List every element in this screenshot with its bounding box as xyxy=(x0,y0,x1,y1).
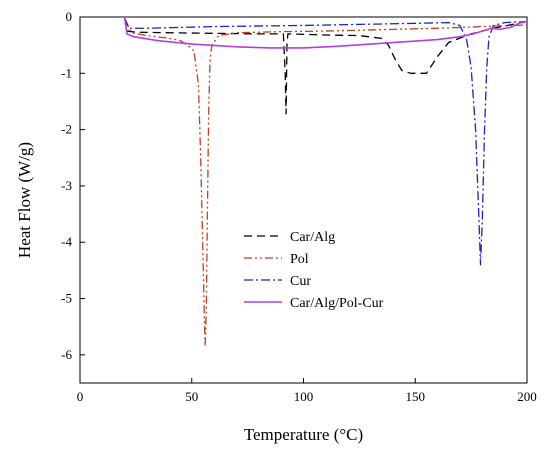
plot-area-border xyxy=(79,16,528,384)
series-line-1 xyxy=(124,18,528,115)
y-tick-label: -5 xyxy=(61,291,72,306)
legend-label: Cur xyxy=(290,274,311,289)
series-line-2 xyxy=(124,19,528,348)
y-tick-label: 0 xyxy=(66,9,73,24)
x-tick-label: 150 xyxy=(406,389,426,404)
series-lines xyxy=(123,17,528,348)
plot-frame xyxy=(79,16,528,384)
x-axis: 0 50 100 150 200 xyxy=(77,378,537,404)
x-tick-label: 50 xyxy=(185,389,198,404)
x-tick-label: 100 xyxy=(294,389,314,404)
legend-label: Car/Alg xyxy=(290,230,335,245)
y-tick-label: -3 xyxy=(61,178,72,193)
x-tick-label: 0 xyxy=(77,389,84,404)
y-tick-label: -1 xyxy=(61,65,72,80)
x-tick-label: 200 xyxy=(517,389,537,404)
legend-label: Pol xyxy=(290,252,309,267)
y-tick-label: -2 xyxy=(61,122,72,137)
legend-label: Car/Alg/Pol-Cur xyxy=(290,296,384,311)
series-line-4 xyxy=(123,18,528,49)
y-tick-label: -4 xyxy=(61,234,72,249)
y-axis: 0 -1 -2 -3 -4 -5 -6 xyxy=(61,9,85,362)
y-tick-label: -6 xyxy=(61,347,72,362)
legend: Car/Alg Pol Cur Car/Alg/Pol-Cur xyxy=(244,230,384,311)
y-axis-title: Heat Flow (W/g) xyxy=(15,142,34,258)
series-line-3 xyxy=(124,17,528,266)
x-axis-title: Temperature (°C) xyxy=(244,425,363,444)
